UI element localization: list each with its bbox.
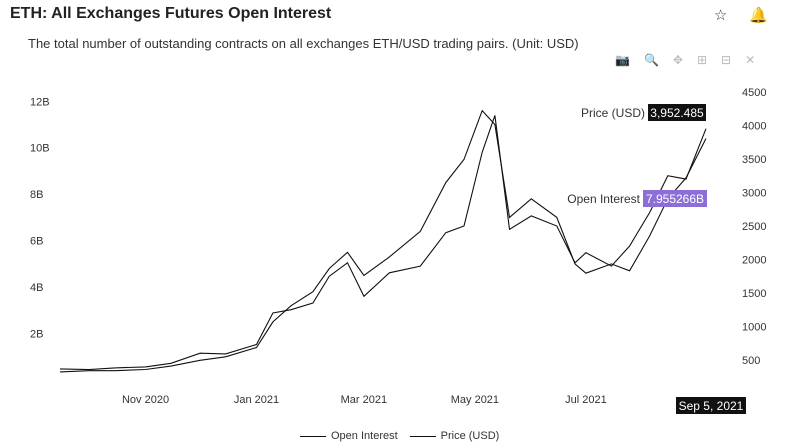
zoom-out-icon[interactable]: ⊟ [721,53,732,67]
y-right-tick-label: 4000 [742,120,766,132]
zoom-in-icon[interactable]: ⊞ [696,53,708,67]
y-right-tick-label: 2000 [742,254,766,266]
x-tick-label: Mar 2021 [341,394,387,406]
legend-item-open-interest[interactable]: Open Interest [300,430,398,442]
camera-icon[interactable]: 📷 [615,53,630,67]
legend-item-price[interactable]: Price (USD) [409,430,500,442]
bell-icon[interactable]: 🔔 [749,7,768,24]
chart-toolbar: 📷 🔍 ✥ ⊞ ⊟ ✕ [615,53,755,67]
pan-icon[interactable]: ✥ [672,53,683,67]
y-left-tick-label: 6B [30,236,43,248]
price-tooltip-label: Price (USD) [581,106,645,120]
reset-icon[interactable]: ✕ [745,53,756,67]
oi-tooltip-label: Open Interest [567,192,640,206]
star-icon[interactable]: ☆ [713,7,728,24]
zoom-icon[interactable]: 🔍 [643,53,659,67]
legend-label: Open Interest [331,430,398,442]
x-tick-label: Jan 2021 [234,394,279,406]
y-left-tick-label: 12B [30,96,50,108]
left-y-axis: 2B 4B 6B 8B 10B 12B [30,96,50,340]
date-tooltip-box [676,397,746,414]
x-tick-label: Nov 2020 [122,394,169,406]
y-right-tick-label: 1500 [742,288,766,300]
y-left-tick-label: 8B [30,189,43,201]
right-y-axis: 500 1000 1500 2000 2500 3000 3500 4000 4500 [742,87,766,367]
y-left-tick-label: 10B [30,143,50,155]
y-right-tick-label: 500 [742,355,760,367]
y-right-tick-label: 4500 [742,87,766,99]
legend-swatch [300,435,326,437]
y-right-tick-label: 3500 [742,154,766,166]
y-right-tick-label: 2500 [742,221,766,233]
price-tooltip-box [648,104,706,121]
page-title: ETH: All Exchanges Futures Open Interest [10,5,332,22]
oi-tooltip-value: 7.955266B [646,192,704,206]
date-tooltip-value: Sep 5, 2021 [679,399,744,413]
price-tooltip-value: 3,952.485 [650,106,704,120]
y-left-tick-label: 2B [30,329,43,341]
x-tick-label: Jul 2021 [565,394,607,406]
chart-legend: Open Interest Price (USD) [300,430,499,442]
x-tick-label: May 2021 [451,394,499,406]
y-right-tick-label: 3000 [742,187,766,199]
oi-tooltip-box [643,190,707,207]
chart-subtitle: The total number of outstanding contract… [28,36,579,51]
y-left-tick-label: 4B [30,282,43,294]
tooltip-layer: Price (USD) 3,952.485 Open Interest 7.95… [567,104,746,414]
series-line-open-interest [59,109,707,373]
series-line-price [59,115,707,371]
x-axis: Nov 2020 Jan 2021 Mar 2021 May 2021 Jul 2021 [122,394,607,406]
y-right-tick-label: 1000 [742,321,766,333]
series-layer [59,109,707,373]
legend-swatch [409,435,436,437]
legend-label: Price (USD) [440,430,500,442]
header-actions: ☆ 🔔 [714,6,768,24]
